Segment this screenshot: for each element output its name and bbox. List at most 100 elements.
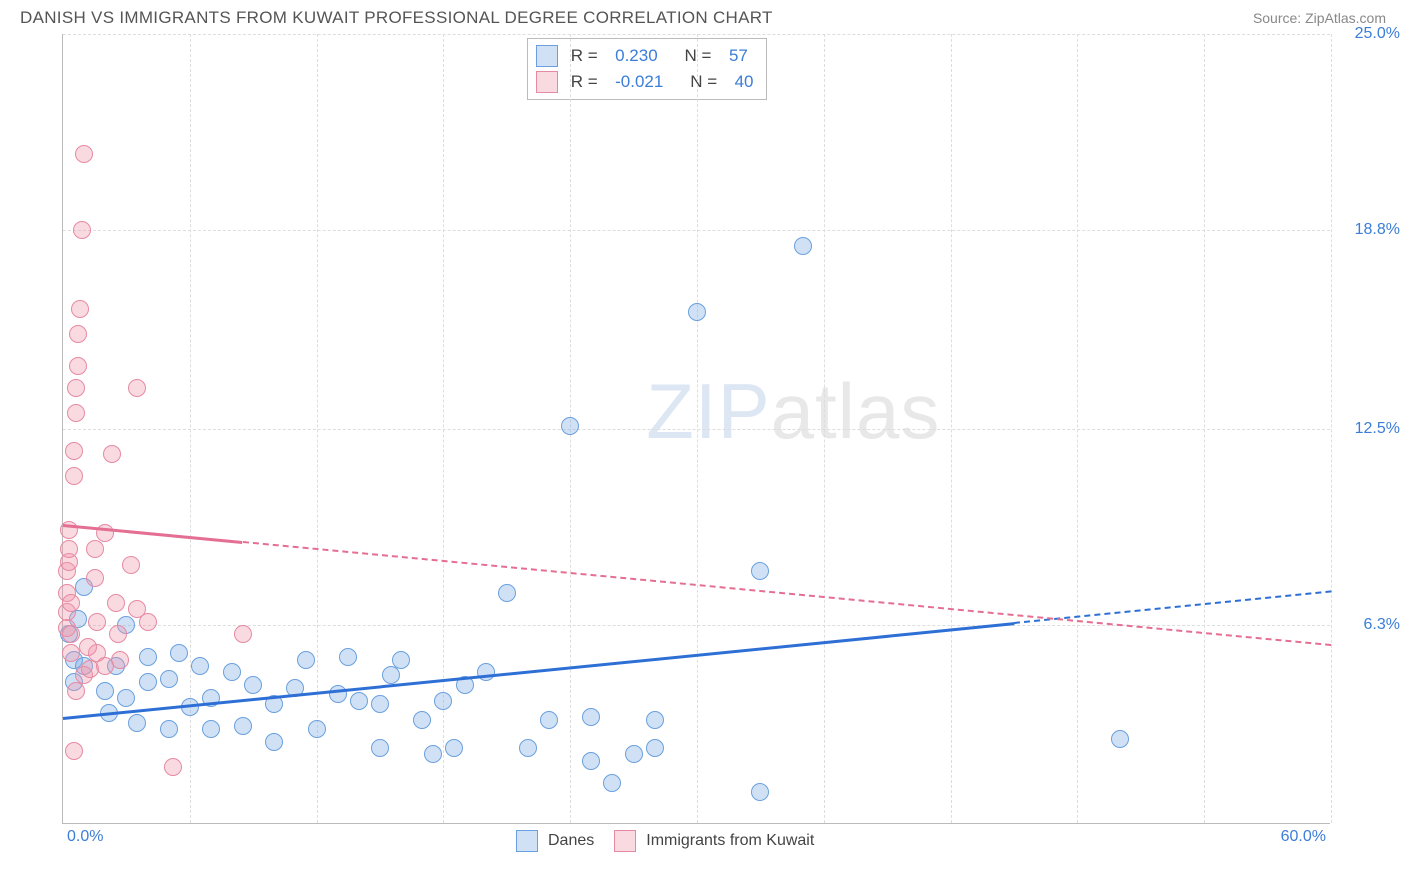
data-point: [79, 638, 97, 656]
data-point: [751, 562, 769, 580]
series-legend: Danes Immigrants from Kuwait: [516, 830, 824, 852]
data-point: [67, 404, 85, 422]
data-point: [69, 357, 87, 375]
data-point: [67, 682, 85, 700]
data-point: [371, 695, 389, 713]
data-point: [234, 625, 252, 643]
data-point: [223, 663, 241, 681]
data-point: [244, 676, 262, 694]
data-point: [103, 445, 121, 463]
y-tick-label: 18.8%: [1340, 221, 1400, 239]
legend-label: Immigrants from Kuwait: [646, 832, 814, 850]
data-point: [109, 625, 127, 643]
y-tick-label: 25.0%: [1340, 25, 1400, 43]
data-point: [65, 742, 83, 760]
gridline-v: [1204, 34, 1205, 823]
legend-swatch: [536, 45, 558, 67]
data-point: [477, 663, 495, 681]
data-point: [582, 708, 600, 726]
chart-title: DANISH VS IMMIGRANTS FROM KUWAIT PROFESS…: [20, 8, 773, 28]
data-point: [164, 758, 182, 776]
data-point: [424, 745, 442, 763]
data-point: [382, 666, 400, 684]
x-tick-label: 60.0%: [1281, 828, 1326, 846]
stats-box: R = 0.230 N = 57 R = -0.021 N = 40: [527, 38, 767, 100]
data-point: [625, 745, 643, 763]
data-point: [139, 648, 157, 666]
data-point: [128, 379, 146, 397]
data-point: [73, 221, 91, 239]
data-point: [445, 739, 463, 757]
watermark-atlas: atlas: [771, 367, 941, 455]
data-point: [519, 739, 537, 757]
gridline-v: [824, 34, 825, 823]
data-point: [540, 711, 558, 729]
gridline-v: [1331, 34, 1332, 823]
data-point: [67, 379, 85, 397]
data-point: [434, 692, 452, 710]
gridline-v: [951, 34, 952, 823]
data-point: [498, 584, 516, 602]
data-point: [107, 594, 125, 612]
watermark-zip: ZIP: [646, 367, 770, 455]
data-point: [60, 540, 78, 558]
gridline-v: [317, 34, 318, 823]
data-point: [603, 774, 621, 792]
data-point: [561, 417, 579, 435]
data-point: [1111, 730, 1129, 748]
data-point: [646, 739, 664, 757]
data-point: [297, 651, 315, 669]
data-point: [371, 739, 389, 757]
data-point: [122, 556, 140, 574]
data-point: [62, 644, 80, 662]
data-point: [794, 237, 812, 255]
stats-row: R = -0.021 N = 40: [536, 69, 754, 95]
data-point: [413, 711, 431, 729]
y-tick-label: 12.5%: [1340, 420, 1400, 438]
data-point: [71, 300, 89, 318]
data-point: [139, 673, 157, 691]
plot-area: ZIPatlas R = 0.230 N = 57 R = -0.021 N =…: [62, 34, 1330, 824]
data-point: [88, 613, 106, 631]
legend-swatch: [614, 830, 636, 852]
data-point: [339, 648, 357, 666]
legend-swatch: [516, 830, 538, 852]
data-point: [160, 720, 178, 738]
chart-source: Source: ZipAtlas.com: [1253, 10, 1386, 26]
data-point: [96, 682, 114, 700]
data-point: [86, 569, 104, 587]
x-tick-label: 0.0%: [67, 828, 103, 846]
data-point: [75, 145, 93, 163]
data-point: [96, 657, 114, 675]
data-point: [234, 717, 252, 735]
data-point: [128, 714, 146, 732]
data-point: [62, 625, 80, 643]
legend-label: Danes: [548, 832, 594, 850]
data-point: [65, 467, 83, 485]
data-point: [117, 689, 135, 707]
watermark: ZIPatlas: [646, 366, 940, 457]
gridline-v: [697, 34, 698, 823]
legend-swatch: [536, 71, 558, 93]
data-point: [160, 670, 178, 688]
data-point: [582, 752, 600, 770]
data-point: [751, 783, 769, 801]
data-point: [62, 594, 80, 612]
data-point: [170, 644, 188, 662]
data-point: [139, 613, 157, 631]
data-point: [308, 720, 326, 738]
data-point: [65, 442, 83, 460]
data-point: [191, 657, 209, 675]
data-point: [86, 540, 104, 558]
gridline-v: [1077, 34, 1078, 823]
data-point: [646, 711, 664, 729]
data-point: [392, 651, 410, 669]
chart-header: DANISH VS IMMIGRANTS FROM KUWAIT PROFESS…: [0, 0, 1406, 34]
data-point: [202, 720, 220, 738]
stats-row: R = 0.230 N = 57: [536, 43, 754, 69]
trend-line: [243, 541, 1332, 646]
data-point: [265, 733, 283, 751]
data-point: [350, 692, 368, 710]
y-tick-label: 6.3%: [1340, 616, 1400, 634]
data-point: [688, 303, 706, 321]
